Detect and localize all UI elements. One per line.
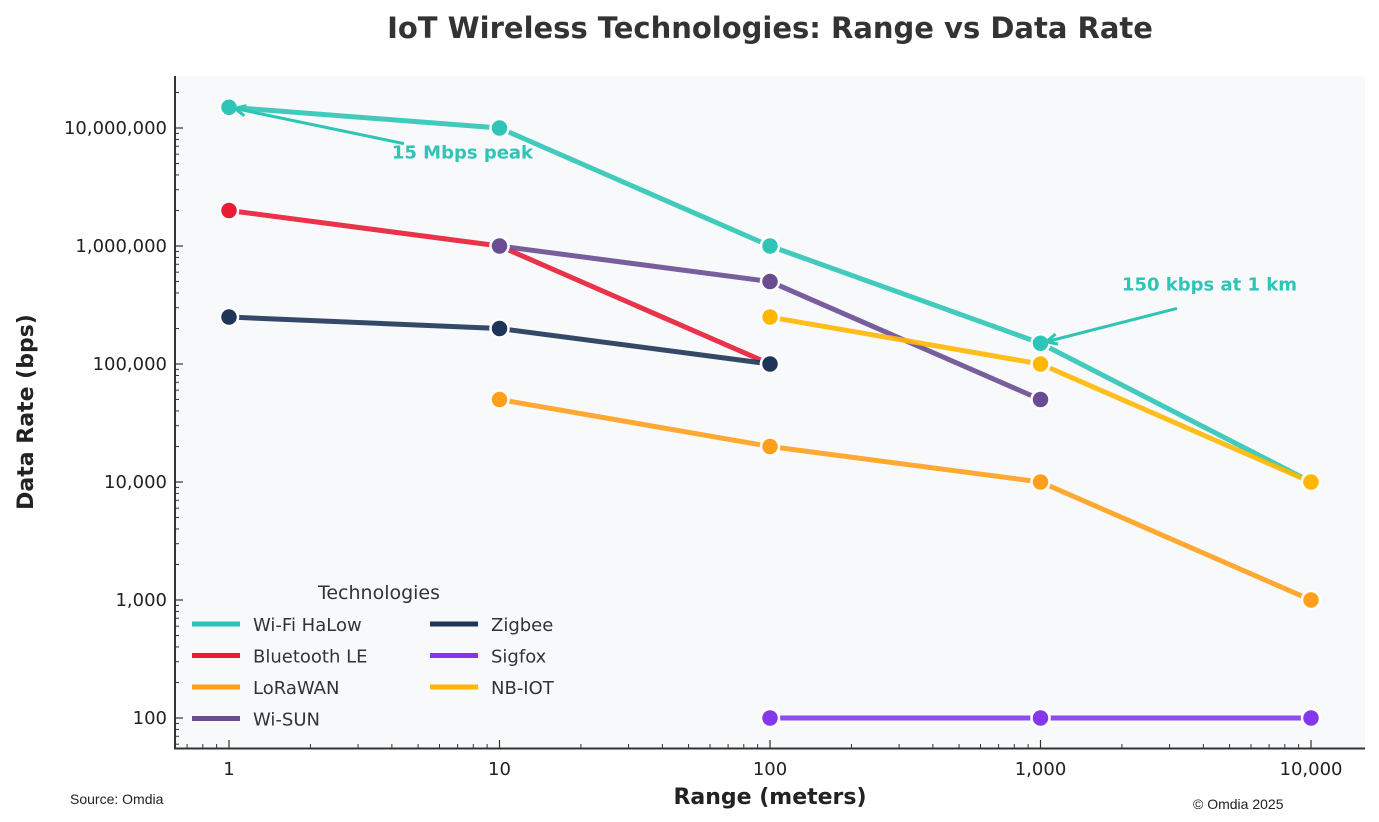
legend-label: Sigfox (491, 647, 547, 668)
data-point-lorawan (759, 436, 781, 457)
x-tick-label: 100 (753, 759, 787, 780)
x-tick-label: 1,000 (1015, 759, 1067, 780)
annotations: 15 Mbps peak 150 kbps at 1 km (231, 104, 1297, 346)
y-tick-label: 1,000 (115, 590, 167, 611)
data-point-zigbee (759, 353, 781, 375)
y-tick-label: 100,000 (93, 354, 167, 375)
legend-title: Technologies (317, 582, 440, 604)
data-point-sigfox (1300, 707, 1322, 729)
legend: Technologies Wi-Fi HaLow Bluetooth LE LoRa… (192, 582, 555, 731)
legend-item-nb-iot: NB-IOT (430, 678, 555, 699)
legend-label: Bluetooth LE (253, 647, 368, 668)
annotation-arrow (1045, 307, 1178, 344)
legend-label: Zigbee (491, 615, 553, 636)
y-tick-label: 1,000,000 (75, 236, 167, 257)
x-tick-label: 1 (223, 759, 234, 780)
data-point-wi-sun (1030, 389, 1051, 410)
data-point-wi-sun (759, 271, 781, 292)
data-point-sigfox (759, 707, 781, 729)
data-point-bluetooth-le (218, 200, 240, 221)
legend-item-bluetooth-le: Bluetooth LE (192, 647, 368, 668)
series-markers (218, 96, 1322, 729)
legend-label: LoRaWAN (253, 678, 339, 699)
data-point-nb-iot (1030, 353, 1051, 375)
copyright-note: © Omdia 2025 (1193, 796, 1284, 812)
source-note: Source: Omdia (70, 791, 164, 807)
y-axis-label: Data Rate (bps) (14, 314, 39, 510)
x-tick-label: 10,000 (1280, 759, 1343, 780)
legend-label: Wi-Fi HaLow (253, 615, 362, 636)
legend-label: NB-IOT (491, 678, 555, 699)
data-point-wi-fi-halow (489, 117, 510, 139)
x-ticks: 1 10 100 1,000 10,000 (186, 740, 1343, 780)
data-point-nb-iot (1300, 471, 1322, 493)
legend-item-wi-fi-halow: Wi-Fi HaLow (192, 615, 362, 636)
legend-item-lorawan: LoRaWAN (192, 678, 339, 699)
annotation-arrow (234, 106, 405, 146)
y-tick-label: 10,000 (104, 472, 167, 493)
legend-item-sigfox: Sigfox (430, 647, 547, 668)
plot-background (175, 76, 1365, 748)
legend-label: Wi-SUN (253, 710, 320, 731)
data-point-nb-iot (759, 306, 781, 328)
data-point-lorawan (1300, 589, 1322, 611)
data-point-zigbee (218, 306, 240, 328)
series-line-lorawan (499, 397, 1312, 603)
data-point-sigfox (1030, 707, 1051, 729)
data-point-lorawan (1030, 471, 1051, 493)
x-axis-label: Range (meters) (673, 785, 866, 810)
legend-item-wi-sun: Wi-SUN (192, 710, 320, 731)
annotation-text: 150 kbps at 1 km (1122, 274, 1297, 295)
data-point-lorawan (489, 389, 510, 410)
annotation-arrowhead (1042, 332, 1059, 346)
x-tick-label: 10 (488, 759, 511, 780)
y-tick-label: 10,000,000 (64, 118, 167, 139)
annotation-15-mbps-peak: 15 Mbps peak (231, 104, 534, 164)
annotation-150-kbps-at-1-km: 150 kbps at 1 km (1042, 274, 1297, 346)
data-point-wi-fi-halow (759, 235, 781, 257)
y-ticks: 100 1,000 10,000 100,000 1,000,000 10,000,000 (64, 91, 183, 745)
data-point-wi-sun (489, 235, 510, 257)
data-point-zigbee (489, 318, 510, 339)
axes: 1 10 100 1,000 10,000 1001,00010,000100,0001… (64, 76, 1365, 780)
annotation-text: 15 Mbps peak (392, 143, 534, 164)
y-tick-label: 100 (133, 708, 167, 729)
legend-item-zigbee: Zigbee (430, 615, 553, 636)
chart-title: IoT Wireless Technologies: Range vs Data… (387, 11, 1153, 45)
annotation-arrowhead (231, 104, 247, 117)
